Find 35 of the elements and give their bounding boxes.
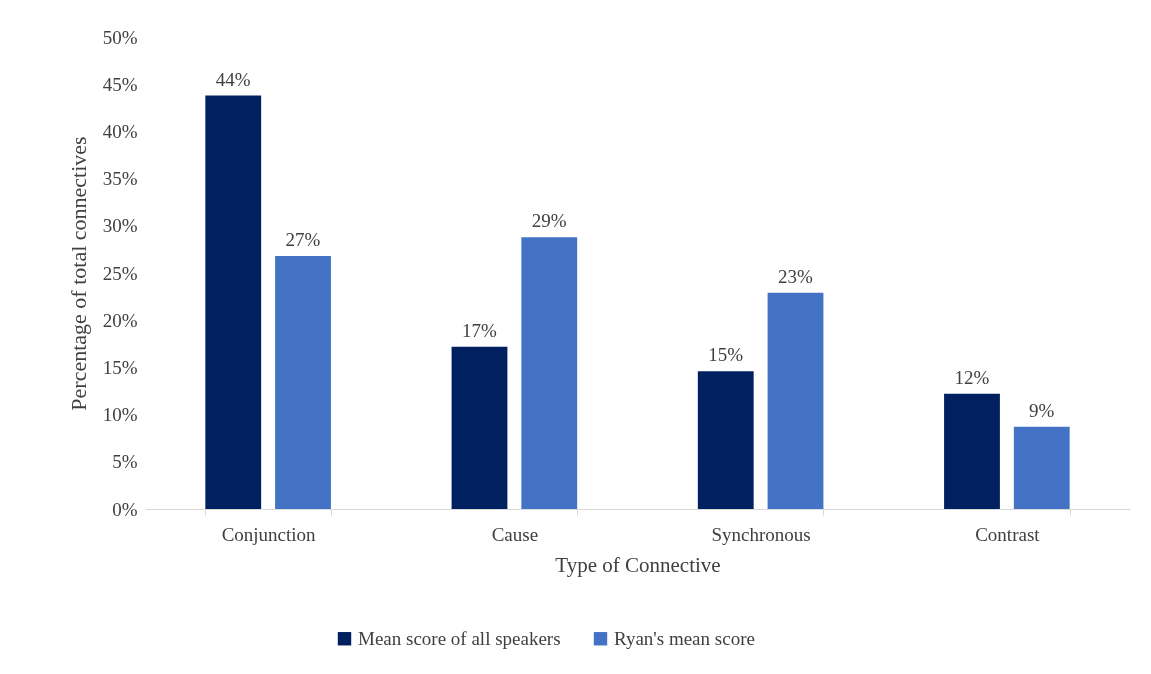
y-tick-label: 0% — [112, 498, 138, 520]
legend-label: Mean score of all speakers — [358, 627, 561, 649]
x-tick-label: Contrast — [975, 523, 1041, 545]
x-tick-label: Cause — [491, 523, 539, 545]
y-tick-label: 20% — [102, 309, 138, 331]
bar — [944, 393, 1000, 509]
x-tick-label: Synchronous — [711, 523, 811, 545]
y-tick-label: 15% — [102, 356, 138, 378]
bar — [451, 346, 508, 509]
y-tick-label: 45% — [102, 73, 138, 95]
y-tick-label: 5% — [112, 451, 138, 473]
bar — [767, 292, 824, 509]
data-label: 15% — [708, 344, 744, 366]
y-tick-label: 10% — [102, 404, 138, 426]
data-label: 44% — [215, 68, 251, 90]
y-tick-label: 25% — [102, 262, 138, 284]
bar — [275, 256, 331, 509]
x-tick-label: Conjunction — [221, 523, 317, 545]
legend-label: Ryan's mean score — [614, 627, 755, 649]
data-label: 12% — [954, 366, 990, 388]
bar — [521, 237, 578, 509]
y-tick-label: 40% — [102, 120, 138, 142]
data-label: 23% — [778, 265, 814, 287]
y-tick-label: 35% — [102, 168, 138, 190]
y-tick-label: 30% — [102, 215, 138, 237]
y-axis-title: Percentage of total connectives — [65, 136, 91, 411]
bar — [697, 371, 754, 509]
data-label: 9% — [1029, 399, 1055, 421]
bar — [205, 95, 262, 509]
x-axis-title: Type of Connective — [555, 552, 721, 577]
data-label: 29% — [531, 210, 567, 232]
data-label: 27% — [285, 229, 321, 251]
bar — [1013, 426, 1070, 509]
y-tick-label: 50% — [102, 26, 138, 48]
data-label: 17% — [462, 319, 498, 341]
